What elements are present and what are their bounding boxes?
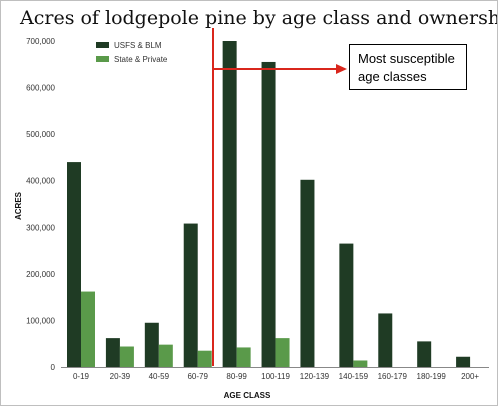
bar-usfs-blm-100-119 bbox=[261, 61, 276, 367]
bar-state-private-80-99 bbox=[236, 347, 251, 367]
bar-usfs-blm-0-19 bbox=[67, 162, 81, 367]
bar-usfs-blm-20-39 bbox=[105, 338, 120, 367]
bar-usfs-blm-140-159 bbox=[339, 243, 354, 367]
bar-state-private-100-119 bbox=[275, 338, 290, 367]
y-tick-label: 500,000 bbox=[26, 130, 55, 139]
bar-state-private-60-79 bbox=[197, 350, 212, 367]
bar-usfs-blm-180-199 bbox=[417, 341, 432, 367]
susceptible-arrowhead bbox=[336, 64, 347, 74]
legend-label-usfs-blm: USFS & BLM bbox=[114, 41, 162, 50]
bar-usfs-blm-120-139 bbox=[300, 179, 315, 367]
chart-title: Acres of lodgepole pine by age class and… bbox=[19, 7, 497, 29]
bar-state-private-140-159 bbox=[353, 360, 368, 367]
bar-state-private-0-19 bbox=[81, 291, 95, 367]
x-tick-label: 0-19 bbox=[73, 372, 90, 381]
legend-swatch-state-private bbox=[96, 56, 109, 62]
annotation-box: Most susceptible age classes bbox=[349, 44, 467, 90]
y-axis-ticks: 0 100,000 200,000 300,000 400,000 500,000 600,… bbox=[26, 37, 55, 372]
x-tick-label: 100-119 bbox=[261, 372, 290, 381]
x-tick-label: 80-99 bbox=[226, 372, 247, 381]
bars bbox=[67, 41, 471, 367]
x-tick-label: 200+ bbox=[461, 372, 479, 381]
bar-usfs-blm-160-179 bbox=[378, 313, 393, 367]
y-tick-label: 0 bbox=[51, 363, 56, 372]
bar-usfs-blm-80-99 bbox=[222, 41, 237, 367]
annotation-line-1: Most susceptible bbox=[358, 51, 455, 66]
x-tick-label: 40-59 bbox=[149, 372, 170, 381]
annotation-line-2: age classes bbox=[358, 69, 427, 84]
x-tick-label: 20-39 bbox=[110, 372, 131, 381]
x-tick-label: 140-159 bbox=[339, 372, 369, 381]
y-tick-label: 600,000 bbox=[26, 84, 55, 93]
x-tick-label: 60-79 bbox=[187, 372, 208, 381]
y-tick-label: 400,000 bbox=[26, 177, 55, 186]
y-tick-label: 700,000 bbox=[26, 37, 55, 46]
legend: USFS & BLM State & Private bbox=[96, 41, 168, 64]
y-tick-label: 300,000 bbox=[26, 223, 55, 232]
legend-label-state-private: State & Private bbox=[114, 55, 168, 64]
x-axis-title: AGE CLASS bbox=[224, 391, 271, 400]
x-tick-label: 160-179 bbox=[378, 372, 408, 381]
y-tick-label: 100,000 bbox=[26, 316, 55, 325]
x-axis-ticks: 0-19 20-39 40-59 60-79 80-99 100-119 120-139 14… bbox=[73, 372, 479, 381]
bar-state-private-40-59 bbox=[158, 344, 173, 367]
y-axis-title: ACRES bbox=[14, 191, 23, 220]
bar-state-private-20-39 bbox=[119, 346, 134, 367]
bar-usfs-blm-60-79 bbox=[183, 223, 198, 367]
x-tick-label: 180-199 bbox=[417, 372, 447, 381]
bar-usfs-blm-200+ bbox=[456, 356, 471, 367]
bar-usfs-blm-40-59 bbox=[144, 322, 159, 367]
legend-swatch-usfs-blm bbox=[96, 42, 109, 48]
y-tick-label: 200,000 bbox=[26, 270, 55, 279]
x-tick-label: 120-139 bbox=[300, 372, 330, 381]
